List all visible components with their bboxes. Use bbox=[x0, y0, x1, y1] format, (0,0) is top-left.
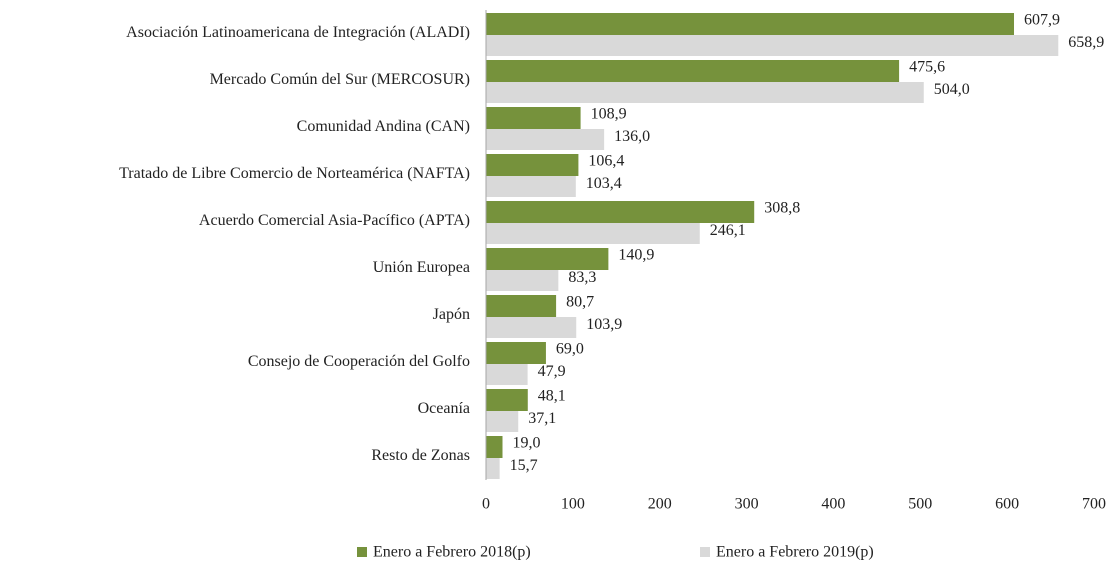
bar bbox=[486, 129, 605, 150]
bar bbox=[486, 270, 559, 291]
value-label: 103,4 bbox=[586, 175, 622, 192]
legend-swatch bbox=[700, 547, 710, 557]
value-label: 607,9 bbox=[1024, 12, 1060, 29]
category-label: Resto de Zonas bbox=[371, 447, 470, 464]
bar bbox=[486, 13, 1015, 35]
x-tick-label: 700 bbox=[1082, 496, 1106, 513]
value-label: 69,0 bbox=[556, 341, 584, 358]
value-label: 108,9 bbox=[591, 106, 627, 123]
x-tick-label: 0 bbox=[482, 496, 490, 513]
legend-label: Enero a Febrero 2018(p) bbox=[373, 544, 531, 561]
value-label: 37,1 bbox=[528, 410, 556, 427]
category-label: Asociación Latinoamericana de Integració… bbox=[126, 24, 470, 41]
category-label: Tratado de Libre Comercio de Norteaméric… bbox=[119, 165, 470, 182]
x-tick-label: 500 bbox=[908, 496, 932, 513]
x-tick-label: 300 bbox=[735, 496, 759, 513]
value-label: 48,1 bbox=[538, 388, 566, 405]
x-tick-label: 200 bbox=[648, 496, 672, 513]
bar bbox=[486, 60, 900, 82]
value-label: 47,9 bbox=[538, 363, 566, 380]
category-label: Consejo de Cooperación del Golfo bbox=[248, 353, 470, 370]
value-label: 308,8 bbox=[764, 200, 800, 217]
bar bbox=[486, 248, 609, 270]
bar bbox=[486, 295, 557, 317]
bar bbox=[486, 201, 755, 223]
bar bbox=[486, 342, 546, 364]
value-label: 140,9 bbox=[618, 247, 654, 264]
value-label: 658,9 bbox=[1068, 34, 1104, 51]
bar bbox=[486, 411, 519, 432]
bar bbox=[486, 35, 1059, 56]
legend-label: Enero a Febrero 2019(p) bbox=[716, 544, 874, 561]
category-label: Japón bbox=[433, 306, 470, 323]
value-label: 15,7 bbox=[510, 457, 538, 474]
value-label: 106,4 bbox=[588, 153, 624, 170]
category-label: Unión Europea bbox=[373, 259, 470, 276]
x-tick-label: 400 bbox=[821, 496, 845, 513]
value-label: 19,0 bbox=[513, 435, 541, 452]
bar bbox=[486, 389, 528, 411]
value-label: 475,6 bbox=[909, 59, 945, 76]
category-label: Acuerdo Comercial Asia-Pacífico (APTA) bbox=[199, 212, 470, 229]
bar bbox=[486, 82, 924, 103]
value-label: 136,0 bbox=[614, 128, 650, 145]
bar bbox=[486, 154, 579, 176]
value-label: 103,9 bbox=[586, 316, 622, 333]
value-label: 83,3 bbox=[568, 269, 596, 286]
value-label: 504,0 bbox=[934, 81, 970, 98]
bar bbox=[486, 107, 581, 129]
value-label: 80,7 bbox=[566, 294, 594, 311]
bar bbox=[486, 458, 500, 479]
category-label: Oceanía bbox=[418, 400, 470, 417]
value-label: 246,1 bbox=[710, 222, 746, 239]
legend-swatch bbox=[357, 547, 367, 557]
bar bbox=[486, 436, 503, 458]
bar bbox=[486, 223, 700, 244]
category-label: Comunidad Andina (CAN) bbox=[297, 118, 470, 135]
x-tick-label: 100 bbox=[561, 496, 585, 513]
category-label: Mercado Común del Sur (MERCOSUR) bbox=[210, 71, 470, 88]
bar bbox=[486, 364, 528, 385]
x-tick-label: 600 bbox=[995, 496, 1019, 513]
bar bbox=[486, 176, 576, 197]
bar bbox=[486, 317, 577, 338]
